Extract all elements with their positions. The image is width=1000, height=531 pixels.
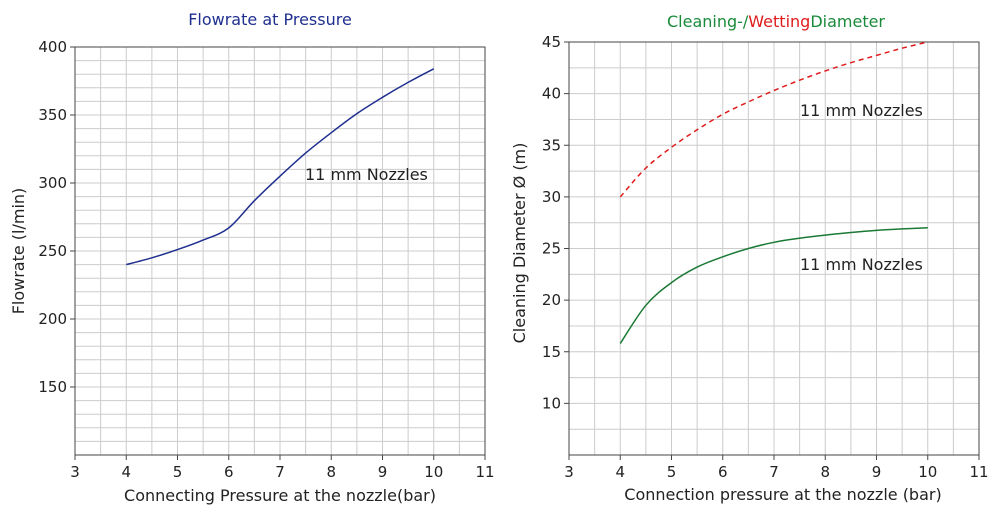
cleaning-series [619,41,928,344]
cleaning-y-tick-label: 25 [542,240,561,258]
cleaning-y-ticks: 10 15 20 25 30 35 40 45 [542,33,569,412]
cleaning-chart-title: Cleaning-/WettingDiameter [667,12,885,31]
flowrate-y-ticks: 150 200 250 300 350 400 [38,38,75,396]
flowrate-y-tick-label: 350 [38,106,67,124]
flowrate-x-tick-label: 5 [173,463,183,481]
cleaning-annotation: 11 mm Nozzles [800,255,923,274]
cleaning-x-tick-label: 9 [872,463,882,481]
flowrate-chart-title: Flowrate at Pressure [188,10,352,29]
flowrate-y-tick-label: 150 [38,378,67,396]
cleaning-grid [569,42,979,455]
wetting-annotation: 11 mm Nozzles [800,101,923,120]
cleaning-series-line-0 [619,41,928,198]
cleaning-title-part-diameter: Diameter [810,12,885,31]
flowrate-x-axis-label: Connecting Pressure at the nozzle(bar) [124,486,436,505]
cleaning-y-axis-label: Cleaning Diameter Ø (m) [510,143,529,344]
cleaning-x-tick-label: 11 [969,463,988,481]
cleaning-title-part-cleaning: Cleaning-/ [667,12,749,31]
flowrate-x-tick-label: 3 [70,463,80,481]
cleaning-x-tick-label: 7 [769,463,779,481]
cleaning-y-tick-label: 10 [542,394,561,412]
cleaning-title-part-wetting: Wetting [748,12,810,31]
flowrate-x-tick-label: 9 [378,463,388,481]
cleaning-series-line-1 [619,227,928,344]
flowrate-annotation: 11 mm Nozzles [305,165,428,184]
flowrate-x-tick-label: 7 [275,463,285,481]
flowrate-x-tick-label: 8 [326,463,336,481]
flowrate-x-tick-label: 10 [424,463,443,481]
cleaning-x-tick-label: 3 [564,463,574,481]
cleaning-y-tick-label: 20 [542,291,561,309]
flowrate-grid [75,47,485,455]
flowrate-x-ticks: 3 4 5 6 7 8 9 10 11 [70,455,495,481]
cleaning-x-ticks: 3 4 5 6 7 8 9 10 11 [564,455,989,481]
cleaning-y-tick-label: 45 [542,33,561,51]
flowrate-y-axis-label: Flowrate (l/min) [9,188,28,315]
flowrate-x-tick-label: 4 [121,463,131,481]
cleaning-x-tick-label: 5 [667,463,677,481]
flowrate-x-tick-label: 11 [475,463,494,481]
flowrate-chart: Flowrate at Pressure 3 4 5 6 7 8 9 10 11 150 200 2… [9,10,495,505]
flowrate-x-tick-label: 6 [224,463,234,481]
cleaning-y-tick-label: 30 [542,188,561,206]
cleaning-y-tick-label: 15 [542,343,561,361]
flowrate-series-line-0 [126,68,435,266]
cleaning-x-tick-label: 8 [820,463,830,481]
cleaning-y-tick-label: 35 [542,136,561,154]
cleaning-diameter-chart: Cleaning-/WettingDiameter 3 4 5 6 7 8 9 10 11 10… [510,12,989,504]
flowrate-y-tick-label: 250 [38,242,67,260]
flowrate-y-tick-label: 200 [38,310,67,328]
cleaning-x-tick-label: 4 [615,463,625,481]
cleaning-y-tick-label: 40 [542,85,561,103]
flowrate-series [126,68,435,266]
flowrate-y-tick-label: 400 [38,38,67,56]
cleaning-x-axis-label: Connection pressure at the nozzle (bar) [624,485,941,504]
cleaning-x-tick-label: 6 [718,463,728,481]
flowrate-y-tick-label: 300 [38,174,67,192]
cleaning-x-tick-label: 10 [918,463,937,481]
